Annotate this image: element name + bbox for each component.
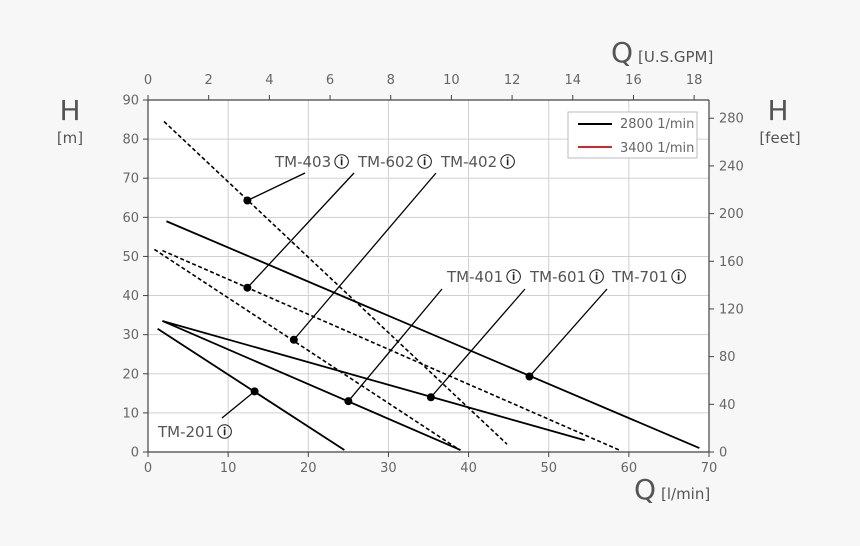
- series-line-tm-402: [153, 248, 461, 451]
- x-tick-label: 0: [144, 461, 152, 476]
- y-tick-label: 20: [122, 367, 139, 382]
- label-tm-201: TM-201: [157, 423, 214, 441]
- leader-tm-401: [347, 288, 443, 402]
- x-axis-unit: [l/min]: [661, 485, 710, 503]
- leader-tm-201: [221, 390, 256, 419]
- x2-tick-label: 6: [326, 73, 334, 88]
- x-tick-label: 60: [621, 461, 638, 476]
- series-line-tm-403: [163, 120, 508, 445]
- leader-tm-602: [246, 172, 355, 289]
- x2-tick-label: 12: [504, 73, 521, 88]
- label-tm-401: TM-401: [446, 268, 503, 286]
- info-icon: ⓘ: [500, 153, 515, 171]
- leader-tm-601: [430, 288, 526, 398]
- series-line-tm-401: [162, 320, 461, 451]
- x2-tick-label: 8: [387, 73, 395, 88]
- y2-tick-label: 120: [719, 302, 744, 317]
- y-tick-label: 90: [122, 94, 139, 109]
- label-tm-601: TM-601: [529, 268, 586, 286]
- info-icon: ⓘ: [671, 268, 686, 286]
- series-line-tm-601: [162, 320, 586, 442]
- x2-tick-label: 14: [564, 73, 581, 88]
- x-tick-label: 70: [701, 461, 718, 476]
- curve-labels: TM-403 ⓘ TM-602 ⓘ TM-402 ⓘTM-401 ⓘ TM-601 ⓘ TM-70…: [157, 153, 686, 441]
- info-icon: ⓘ: [506, 268, 521, 286]
- info-icon: ⓘ: [334, 153, 349, 171]
- legend-label-3400: 3400 1/min: [620, 141, 694, 156]
- axes: [143, 95, 714, 457]
- axis-titles: H [m] H [feet] Q [U.S.GPM] Q [l/min]: [57, 36, 801, 506]
- x2-tick-label: 0: [144, 73, 152, 88]
- x-axis-symbol: Q: [634, 473, 656, 506]
- leader-tm-701: [528, 288, 608, 377]
- y2-axis-symbol: H: [767, 94, 788, 127]
- info-icon: ⓘ: [217, 423, 232, 441]
- x-tick-label: 50: [540, 461, 557, 476]
- y2-tick-label: 200: [719, 207, 744, 222]
- y-tick-label: 60: [122, 211, 139, 226]
- y2-tick-label: 280: [719, 112, 744, 127]
- label-tm-602: TM-602: [357, 153, 414, 171]
- label-tm-402: TM-402: [440, 153, 497, 171]
- label-tm-701: TM-701: [611, 268, 668, 286]
- y-axis-unit: [m]: [57, 129, 83, 147]
- series-line-tm-201: [157, 328, 345, 451]
- y2-tick-label: 40: [719, 398, 736, 413]
- x2-tick-label: 2: [205, 73, 213, 88]
- legend-label-2800: 2800 1/min: [620, 117, 694, 132]
- x2-tick-label: 10: [443, 73, 460, 88]
- x2-tick-label: 16: [625, 73, 642, 88]
- y-tick-label: 80: [122, 133, 139, 148]
- x2-axis-unit: [U.S.GPM]: [638, 48, 713, 66]
- y-tick-label: 10: [122, 406, 139, 421]
- y-axis-symbol: H: [59, 94, 80, 127]
- legend-box: [567, 111, 698, 159]
- legend: 2800 1/min 3400 1/min: [567, 111, 698, 159]
- label-leaders: [221, 172, 608, 419]
- y-tick-label: 50: [122, 250, 139, 265]
- x2-tick-label: 18: [686, 73, 703, 88]
- y2-axis-unit: [feet]: [759, 129, 800, 147]
- leader-tm-402: [293, 172, 437, 341]
- y2-tick-label: 160: [719, 255, 744, 270]
- x-tick-label: 30: [380, 461, 397, 476]
- label-tm-403: TM-403: [274, 153, 331, 171]
- x-tick-label: 40: [460, 461, 477, 476]
- x2-axis-symbol: Q: [611, 36, 633, 69]
- y-tick-label: 30: [122, 328, 139, 343]
- info-icon: ⓘ: [589, 268, 604, 286]
- leader-tm-403: [247, 172, 306, 202]
- y-tick-label: 70: [122, 172, 139, 187]
- plot-area: [148, 100, 709, 452]
- y2-tick-label: 80: [719, 350, 736, 365]
- y-tick-label: 40: [122, 289, 139, 304]
- x-tick-label: 10: [220, 461, 237, 476]
- series-line-tm-701: [166, 220, 700, 449]
- x2-tick-label: 4: [265, 73, 273, 88]
- y2-tick-label: 240: [719, 159, 744, 174]
- info-icon: ⓘ: [417, 153, 432, 171]
- y2-tick-label: 0: [719, 446, 727, 461]
- x-tick-label: 20: [300, 461, 317, 476]
- y-tick-label: 0: [131, 446, 139, 461]
